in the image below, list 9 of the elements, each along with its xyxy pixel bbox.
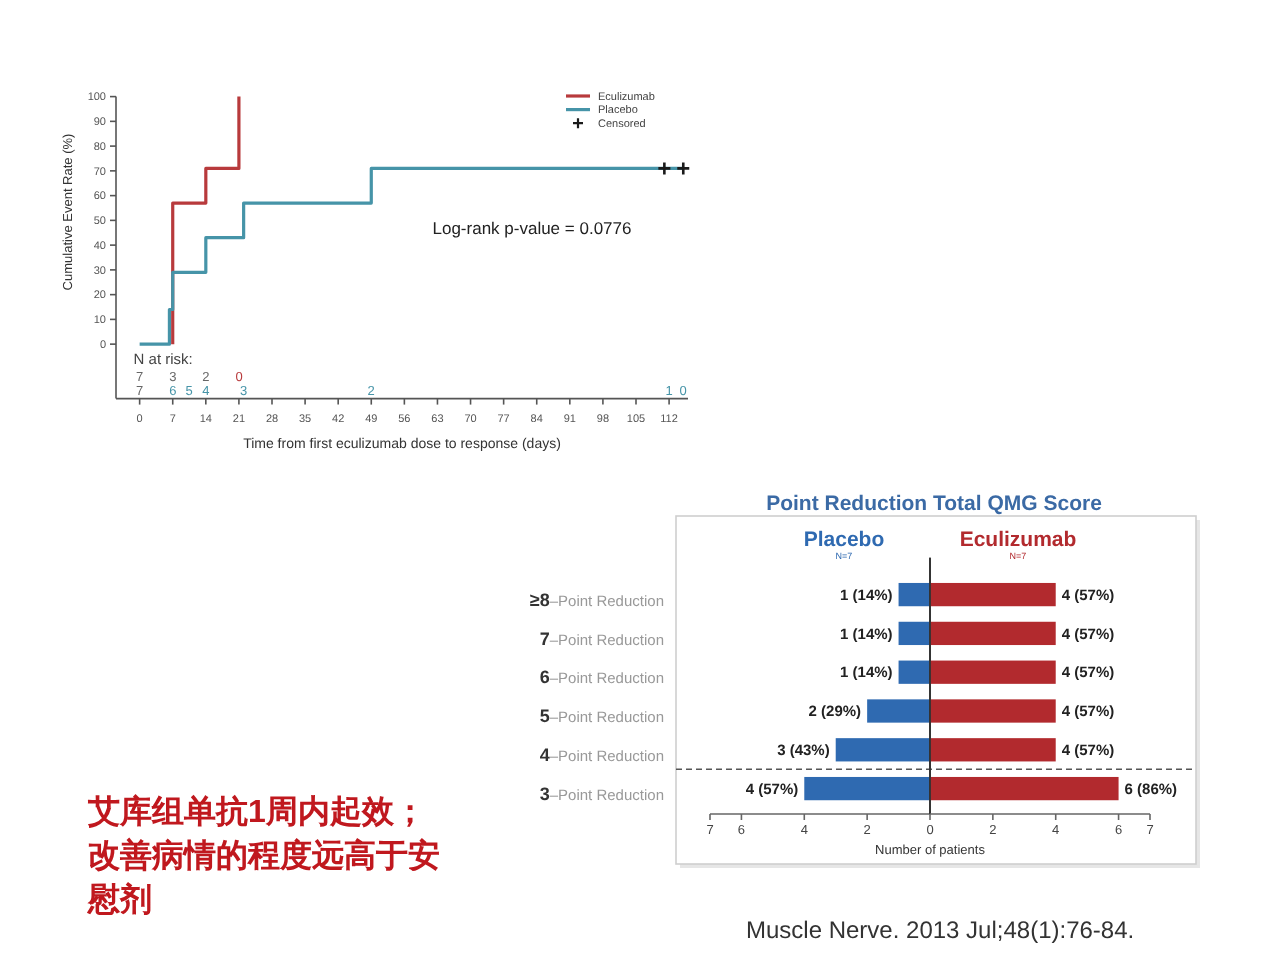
annotation: Log-rank p-value = 0.0776 xyxy=(432,217,633,238)
bar xyxy=(898,582,930,607)
text: 艾库组单抗1周内起效；改善病情的程度远高于安慰剂 xyxy=(86,794,440,918)
chart-title: Point Reduction Total QMG Score xyxy=(766,492,1103,516)
bar xyxy=(898,660,930,684)
series-label: Placebo xyxy=(803,528,885,552)
text: Muscle Nerve. 2013 Jul;48(1):76-84. xyxy=(746,916,1135,944)
bar xyxy=(898,621,930,646)
series-label: Eculizumab xyxy=(959,528,1077,552)
